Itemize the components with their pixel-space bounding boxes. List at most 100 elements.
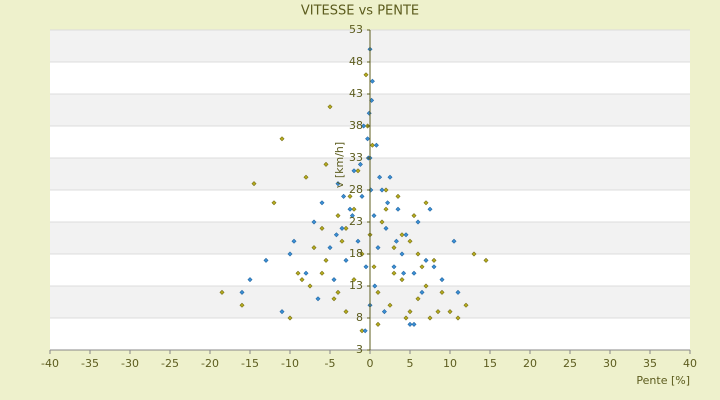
data-point [403,315,409,321]
data-point [331,277,337,283]
data-point [431,257,437,263]
chart-title: VITESSE vs PENTE [301,4,419,19]
data-point [351,168,357,174]
data-point [439,277,445,283]
data-point [339,238,345,244]
data-point [369,97,375,103]
data-point [383,225,389,231]
data-point [369,78,375,84]
data-point [379,219,385,225]
data-point [343,309,349,315]
data-point [355,168,361,174]
data-point [411,213,417,219]
y-tick-label: 28 [349,183,363,196]
y-tick-label: 48 [349,55,363,68]
data-point [239,289,245,295]
data-point [347,193,353,199]
data-point [371,213,377,219]
data-point [427,315,433,321]
data-point [307,283,313,289]
data-point [411,321,417,327]
data-point [379,187,385,193]
data-point [351,277,357,283]
data-point [423,257,429,263]
x-tick-label: -20 [201,357,219,370]
x-tick-label: -25 [161,357,179,370]
x-tick-label: 25 [563,357,577,370]
data-point [423,283,429,289]
data-point [435,309,441,315]
data-point [359,193,365,199]
data-point [291,238,297,244]
x-tick-label: 10 [443,357,457,370]
data-point [349,213,355,219]
data-point [407,321,413,327]
data-point [271,200,277,206]
data-point [365,136,371,142]
y-tick-label: 18 [349,247,363,260]
data-point [239,302,245,308]
data-point [331,296,337,302]
data-point [471,251,477,257]
data-point [341,193,347,199]
data-point [381,309,387,315]
x-tick-label: -40 [41,357,59,370]
data-point [369,142,375,148]
data-point [343,225,349,231]
data-point [372,283,378,289]
data-point [279,136,285,142]
data-point [319,270,325,276]
x-tick-label: 40 [683,357,697,370]
data-point [383,187,389,193]
x-tick-label: -10 [281,357,299,370]
data-point [335,213,341,219]
data-point [391,264,397,270]
y-tick-label: 38 [349,119,363,132]
data-point [323,161,329,167]
data-point [391,270,397,276]
data-point [251,181,257,187]
x-tick-label: 30 [603,357,617,370]
y-axis-title: v [km/h] [333,142,346,188]
x-tick-label: -5 [325,357,336,370]
data-point [375,289,381,295]
data-point [423,200,429,206]
data-point [351,206,357,212]
data-point [279,309,285,315]
data-point [219,289,225,295]
data-point [263,257,269,263]
y-tick-label: 53 [349,23,363,36]
x-tick-label: 15 [483,357,497,370]
data-point [407,238,413,244]
data-point [357,161,363,167]
data-point [303,174,309,180]
data-point [375,245,381,251]
data-point [403,232,409,238]
data-point [387,174,393,180]
data-point [375,321,381,327]
data-point [335,181,341,187]
data-point [377,174,383,180]
data-point [463,302,469,308]
data-point [339,225,345,231]
data-point [447,309,453,315]
data-point [361,123,367,129]
data-point [359,251,365,257]
data-point [315,296,321,302]
data-point [355,238,361,244]
y-tick-label: 23 [349,215,363,228]
data-point [393,238,399,244]
x-tick-label: -30 [121,357,139,370]
data-point [363,72,369,78]
y-tick-label: 3 [356,343,363,356]
data-point [385,200,391,206]
data-point [387,302,393,308]
data-point [399,251,405,257]
data-point [373,142,379,148]
data-point [419,264,425,270]
data-point [287,315,293,321]
x-tick-label: 5 [407,357,414,370]
data-point [455,289,461,295]
data-point [395,206,401,212]
